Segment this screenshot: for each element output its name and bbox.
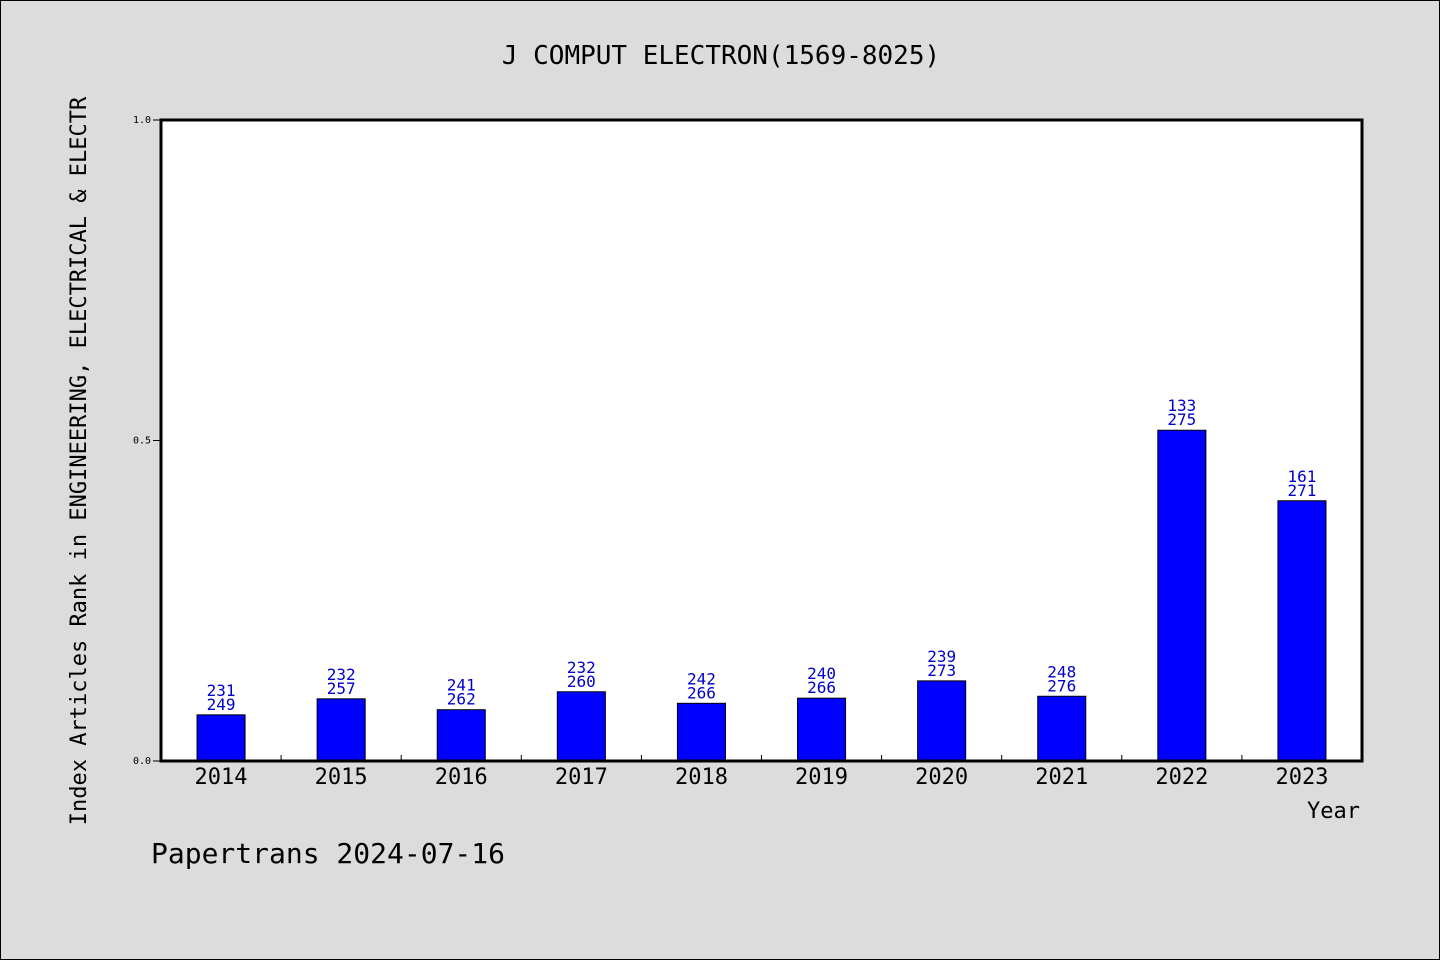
bar-label-top: 239 [927,647,956,666]
bar-2021 [1037,695,1087,762]
bar-label-top: 133 [1167,396,1196,415]
bar-label-top: 242 [687,669,716,688]
bar-label-bottom: 276 [1047,676,1076,695]
bar-2023 [1277,500,1327,762]
bar-2022 [1157,429,1207,762]
bar-2019 [797,697,847,762]
bar-label-bottom: 266 [807,678,836,697]
bar-label-bottom: 249 [207,695,236,714]
x-tick-label: 2019 [795,765,848,790]
bars [196,429,1327,762]
bar-label-bottom: 257 [327,679,356,698]
y-tick-label: 0.5 [133,436,151,447]
y-tick-label: 1.0 [133,115,151,126]
x-axis-label: Year [1307,799,1360,824]
bar-2015 [316,698,366,762]
bar-label-top: 248 [1047,662,1076,681]
bar-label-bottom: 266 [687,683,716,702]
x-axis-ticks: 2014 2015 2016 2017 2018 2019 2020 2021 2022 2023 [195,755,1328,790]
x-tick-label: 2023 [1275,765,1328,790]
x-tick-label: 2022 [1155,765,1208,790]
bar-2014 [196,714,246,762]
bar-2020 [917,680,967,762]
x-tick-label: 2017 [555,765,608,790]
bar-label-top: 241 [447,676,476,695]
y-axis-ticks: 0.0 0.5 1.0 [133,115,161,767]
y-tick-label: 0.0 [133,756,151,767]
bar-label-top: 231 [207,681,236,700]
footer-credit: Papertrans 2024-07-16 [151,837,505,870]
bar-label-top: 161 [1287,467,1316,486]
bar-2018 [676,702,726,762]
bar-label-bottom: 260 [567,672,596,691]
bar-label-bottom: 271 [1287,481,1316,500]
bar-label-top: 232 [567,658,596,677]
bar-label-bottom: 273 [927,661,956,680]
x-tick-label: 2015 [315,765,368,790]
x-tick-label: 2020 [915,765,968,790]
bar-label-bottom: 275 [1167,410,1196,429]
bar-label-top: 232 [327,665,356,684]
y-axis-label: Index Articles Rank in ENGINEERING, ELEC… [67,96,92,825]
bar-label-bottom: 262 [447,690,476,709]
plot-frame [159,118,1364,763]
bar-2017 [556,691,606,762]
bar-2016 [436,709,486,762]
chart-title: J COMPUT ELECTRON(1569-8025) [502,41,940,71]
x-tick-label: 2021 [1035,765,1088,790]
x-tick-label: 2016 [435,765,488,790]
x-tick-label: 2018 [675,765,728,790]
bar-label-top: 240 [807,664,836,683]
x-tick-label: 2014 [195,765,248,790]
